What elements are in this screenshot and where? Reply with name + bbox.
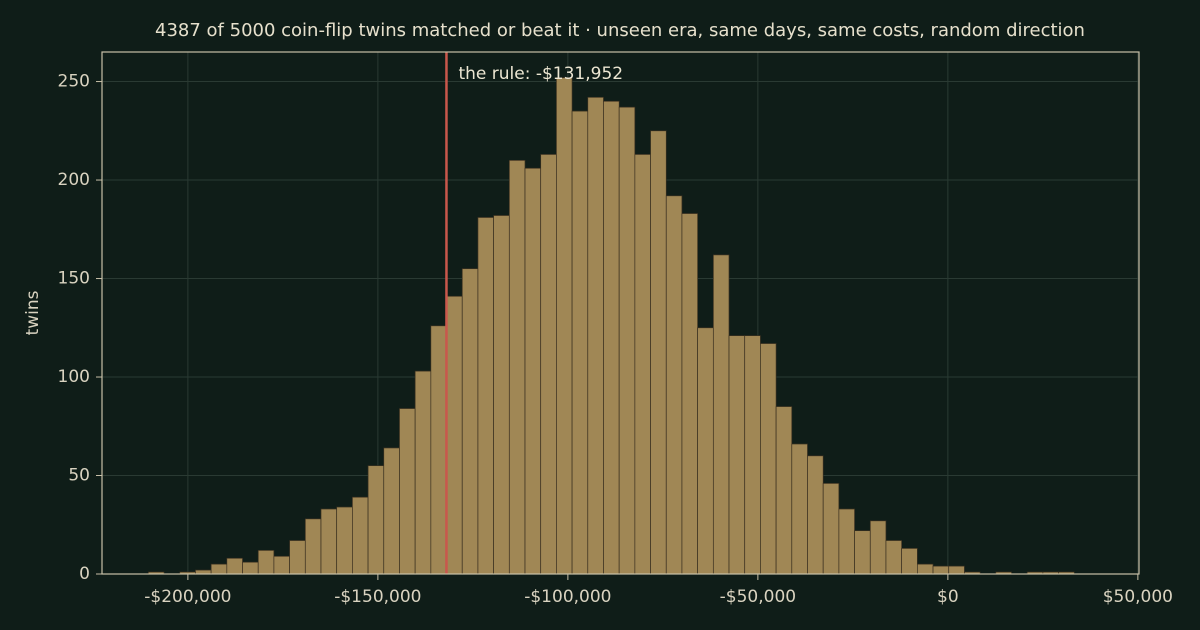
- bar: [430, 325, 447, 575]
- bar: [760, 343, 777, 575]
- plot-frame: [101, 51, 1140, 575]
- bar: [807, 455, 824, 575]
- y-tick-label: 200: [58, 170, 90, 190]
- x-tick-label: -$100,000: [524, 587, 611, 607]
- bar: [383, 447, 400, 575]
- x-tick-label: -$50,000: [720, 587, 796, 607]
- bar: [665, 195, 683, 575]
- y-tick-label: 250: [58, 72, 90, 92]
- bar: [712, 254, 730, 575]
- bar: [257, 550, 275, 575]
- bar: [791, 443, 808, 575]
- bar: [681, 213, 698, 575]
- y-tick-label: 50: [68, 466, 90, 486]
- bar: [414, 370, 432, 575]
- bar: [273, 555, 290, 575]
- bar: [603, 100, 620, 575]
- bar: [399, 408, 416, 575]
- bar: [869, 520, 887, 575]
- bar: [728, 335, 746, 575]
- bar: [540, 154, 557, 575]
- x-tick-label: $50,000: [1103, 587, 1173, 607]
- x-tick-label: $0: [937, 587, 959, 607]
- bar: [336, 506, 353, 575]
- bar: [775, 406, 793, 575]
- x-tick-label: -$150,000: [334, 587, 421, 607]
- rule-label: the rule: -$131,952: [458, 64, 623, 84]
- bar: [634, 154, 651, 575]
- bar: [571, 110, 589, 575]
- y-tick-label: 150: [58, 269, 90, 289]
- bar: [932, 565, 950, 575]
- bar: [367, 465, 385, 575]
- bar: [210, 563, 228, 575]
- bar: [917, 563, 934, 575]
- bar: [854, 530, 871, 575]
- bar: [618, 106, 636, 575]
- bar: [352, 496, 369, 575]
- bar: [304, 518, 322, 575]
- bar: [242, 561, 259, 575]
- bar: [650, 130, 667, 575]
- bar: [524, 167, 542, 575]
- bar: [493, 215, 510, 575]
- bar: [587, 96, 604, 575]
- y-tick-label: 100: [58, 367, 90, 387]
- bar: [838, 508, 855, 575]
- bar: [508, 159, 526, 575]
- bar: [446, 295, 463, 575]
- y-tick-label: 0: [79, 564, 90, 584]
- bar: [320, 508, 338, 575]
- x-tick-label: -$200,000: [144, 587, 231, 607]
- bar: [697, 327, 714, 575]
- bar: [461, 268, 479, 575]
- bar: [901, 548, 918, 575]
- bar: [289, 540, 306, 575]
- bar: [948, 565, 965, 575]
- chart-title: 4387 of 5000 coin-flip twins matched or …: [155, 20, 1085, 41]
- bar: [226, 557, 243, 575]
- y-axis-label: twins: [23, 290, 43, 335]
- bar: [885, 540, 903, 575]
- bar: [477, 217, 494, 575]
- bar: [822, 483, 840, 575]
- bar: [556, 77, 573, 575]
- bar: [744, 335, 761, 575]
